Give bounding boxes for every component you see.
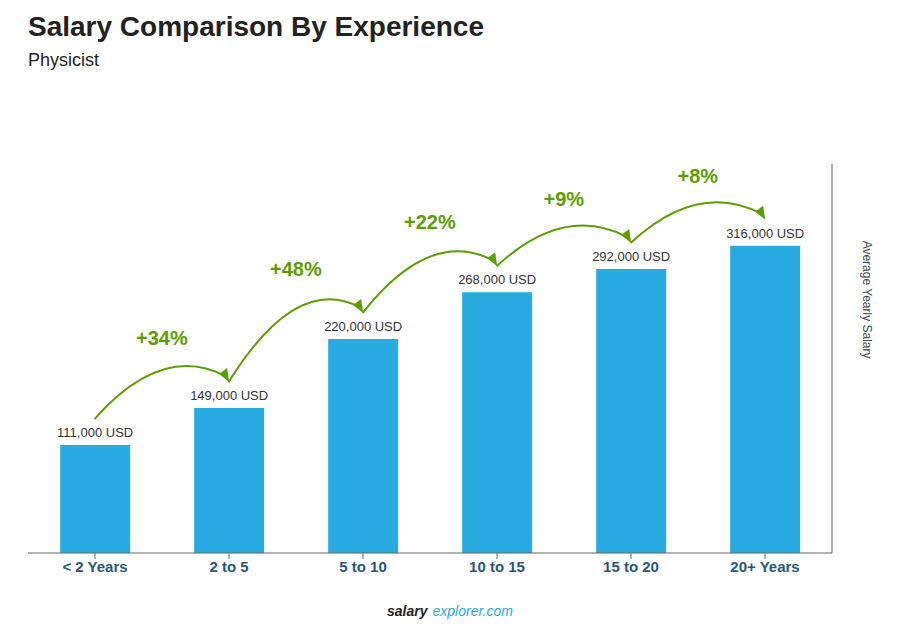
svg-text:+34%: +34% — [136, 327, 188, 349]
svg-text:+9%: +9% — [544, 188, 585, 210]
svg-text:+48%: +48% — [270, 258, 322, 280]
svg-text:+22%: +22% — [404, 211, 456, 233]
svg-text:10 to 15: 10 to 15 — [469, 558, 525, 575]
svg-text:20+ Years: 20+ Years — [730, 558, 799, 575]
svg-text:5 to 10: 5 to 10 — [339, 558, 387, 575]
svg-text:149,000 USD: 149,000 USD — [190, 388, 268, 403]
svg-text:Average Yearly Salary: Average Yearly Salary — [860, 241, 874, 359]
svg-text:292,000 USD: 292,000 USD — [592, 249, 670, 264]
svg-text:316,000 USD: 316,000 USD — [726, 226, 804, 241]
svg-text:220,000 USD: 220,000 USD — [324, 319, 402, 334]
svg-text:+8%: +8% — [678, 165, 719, 187]
svg-text:< 2 Years: < 2 Years — [62, 558, 127, 575]
svg-text:15 to 20: 15 to 20 — [603, 558, 659, 575]
svg-text:268,000 USD: 268,000 USD — [458, 272, 536, 287]
html-text:Physicist: Physicist — [28, 50, 99, 70]
svg-text:111,000 USD: 111,000 USD — [57, 425, 133, 440]
html-text:salary explorer.com: salary explorer.com — [387, 603, 513, 619]
html-text:Salary Comparison By Experienc: Salary Comparison By Experience — [28, 11, 484, 42]
svg-text:2 to 5: 2 to 5 — [209, 558, 248, 575]
